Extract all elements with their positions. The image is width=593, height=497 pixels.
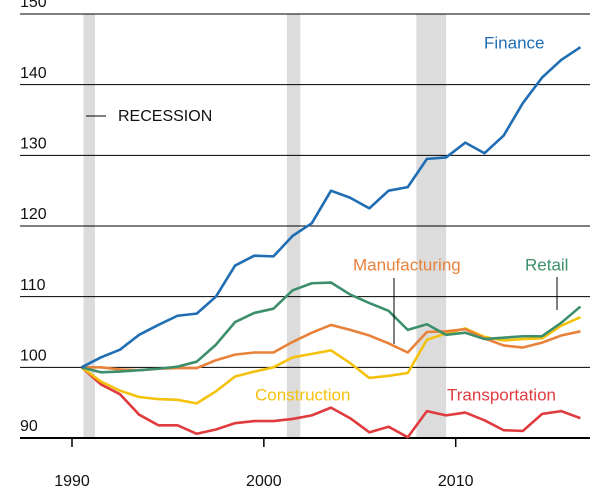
y-tick-label: 140 [20, 65, 47, 82]
y-tick-label: 90 [20, 418, 38, 435]
x-tick-label: 2010 [438, 473, 474, 490]
series-label: Construction [255, 385, 350, 404]
series-label: Retail [525, 255, 568, 274]
y-tick-label: 100 [20, 348, 47, 365]
series-label: Transportation [447, 385, 556, 404]
x-tick-label: 1990 [54, 473, 90, 490]
series-line [80, 366, 581, 439]
series-line [81, 281, 582, 374]
series-line [81, 323, 581, 372]
legend-label: RECESSION [118, 108, 212, 125]
y-tick-label: 110 [20, 277, 46, 294]
y-tick-label: 150 [20, 0, 47, 11]
x-tick-label: 2000 [246, 473, 282, 490]
y-tick-label: 130 [20, 136, 47, 153]
y-tick-label: 120 [20, 206, 47, 223]
series-label: Finance [484, 33, 544, 52]
series-line [80, 46, 582, 369]
series-label: Manufacturing [353, 255, 461, 274]
